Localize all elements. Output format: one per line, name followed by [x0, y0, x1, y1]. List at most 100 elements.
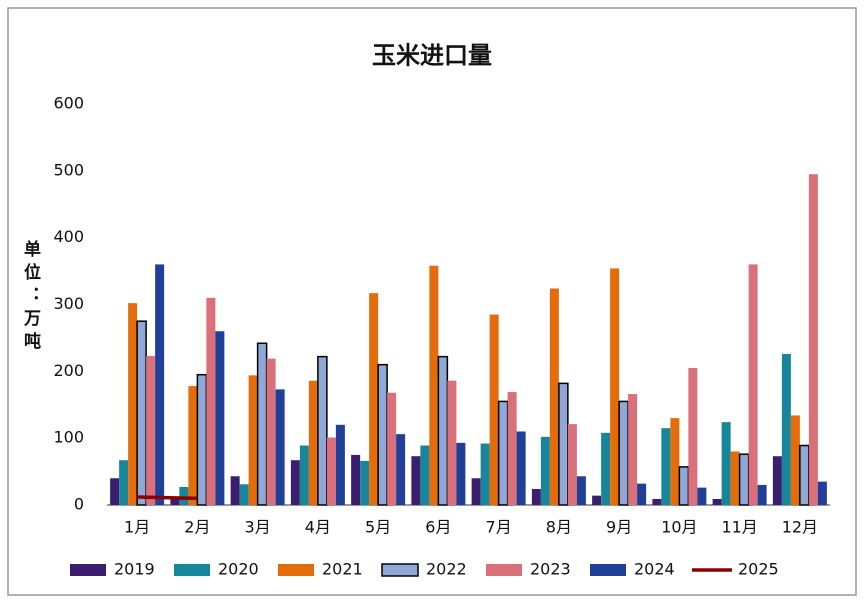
- bar: [248, 375, 258, 505]
- x-tick-label: 6月: [425, 518, 451, 537]
- y-tick-label: 100: [53, 428, 84, 447]
- y-tick-label: 500: [53, 160, 84, 179]
- bar: [531, 488, 541, 505]
- bar: [256, 342, 268, 506]
- legend-label: 2025: [738, 560, 779, 579]
- bar: [757, 484, 767, 505]
- bar: [471, 478, 481, 505]
- bar: [128, 303, 138, 505]
- bar: [592, 495, 602, 505]
- bar: [688, 367, 698, 505]
- bar: [628, 394, 638, 505]
- bar: [489, 314, 499, 505]
- bar: [335, 424, 345, 505]
- bar: [275, 389, 285, 505]
- bar: [799, 444, 810, 506]
- y-tick-label: 300: [53, 294, 84, 313]
- bar: [738, 453, 750, 506]
- bar: [119, 460, 129, 505]
- y-tick-label: 0: [74, 495, 84, 514]
- bar: [308, 380, 318, 505]
- frame: [7, 7, 857, 596]
- bar: [558, 382, 569, 506]
- bar: [730, 451, 740, 505]
- legend-label: 2024: [634, 560, 675, 579]
- bar: [437, 355, 449, 506]
- bar: [567, 424, 577, 505]
- bar: [516, 431, 526, 505]
- bar: [230, 476, 240, 505]
- x-tick-label: 8月: [546, 518, 572, 537]
- bar: [290, 460, 300, 505]
- legend-swatch: [381, 563, 419, 577]
- bar: [610, 268, 620, 505]
- bar: [697, 487, 707, 505]
- bar: [396, 434, 406, 505]
- legend-label: 2022: [426, 560, 467, 579]
- bar: [637, 483, 647, 505]
- bar: [360, 460, 370, 505]
- bar: [326, 437, 336, 505]
- bar: [196, 373, 208, 506]
- bar: [652, 498, 662, 505]
- bar: [790, 415, 800, 505]
- y-tick-label: 200: [53, 361, 84, 380]
- bar: [781, 353, 791, 505]
- bar: [110, 478, 120, 505]
- bar: [369, 293, 379, 505]
- bar: [670, 418, 680, 505]
- bar: [748, 264, 758, 505]
- bar: [387, 392, 397, 505]
- bar: [215, 331, 225, 505]
- bar: [618, 400, 629, 506]
- x-tick-label: 11月: [721, 518, 757, 537]
- x-tick-label: 12月: [782, 518, 818, 537]
- bar: [549, 288, 559, 505]
- legend-swatch: [278, 564, 314, 576]
- bar: [429, 265, 439, 505]
- legend-swatch: [174, 564, 210, 576]
- bar: [206, 297, 216, 505]
- bar: [497, 400, 509, 506]
- legend-label: 2019: [114, 560, 155, 579]
- bar: [266, 358, 276, 505]
- y-tick-label: 600: [53, 94, 84, 113]
- x-tick-label: 5月: [365, 518, 391, 537]
- bar: [170, 496, 180, 505]
- bar: [456, 442, 466, 505]
- bar: [480, 443, 490, 505]
- line: [137, 495, 198, 501]
- bar: [136, 320, 147, 506]
- y-axis-label: 单位：万吨: [20, 239, 42, 355]
- legend-swatch: [70, 564, 106, 576]
- bar: [447, 380, 457, 505]
- bar: [351, 454, 361, 505]
- x-tick-label: 4月: [305, 518, 331, 537]
- legend-label: 2021: [322, 560, 363, 579]
- x-tick-label: 9月: [606, 518, 632, 537]
- bar: [576, 476, 586, 505]
- bar: [377, 363, 388, 506]
- x-tick-label: 10月: [661, 518, 697, 537]
- legend-label: 2023: [530, 560, 571, 579]
- bar: [601, 432, 611, 505]
- x-tick-label: 2月: [184, 518, 210, 537]
- bar: [239, 484, 249, 505]
- bar: [179, 486, 189, 505]
- bar: [678, 466, 690, 506]
- bar: [146, 355, 156, 505]
- bar: [411, 456, 421, 505]
- legend-swatch: [590, 564, 626, 576]
- bar: [712, 498, 722, 505]
- bar: [721, 422, 731, 505]
- bar: [155, 264, 165, 505]
- bar: [661, 428, 671, 505]
- x-tick-label: 3月: [245, 518, 271, 537]
- bar: [540, 436, 550, 505]
- x-tick-label: 7月: [486, 518, 512, 537]
- bar: [317, 355, 328, 506]
- bar: [188, 386, 198, 505]
- legend-swatch: [486, 564, 522, 576]
- bar: [420, 445, 430, 505]
